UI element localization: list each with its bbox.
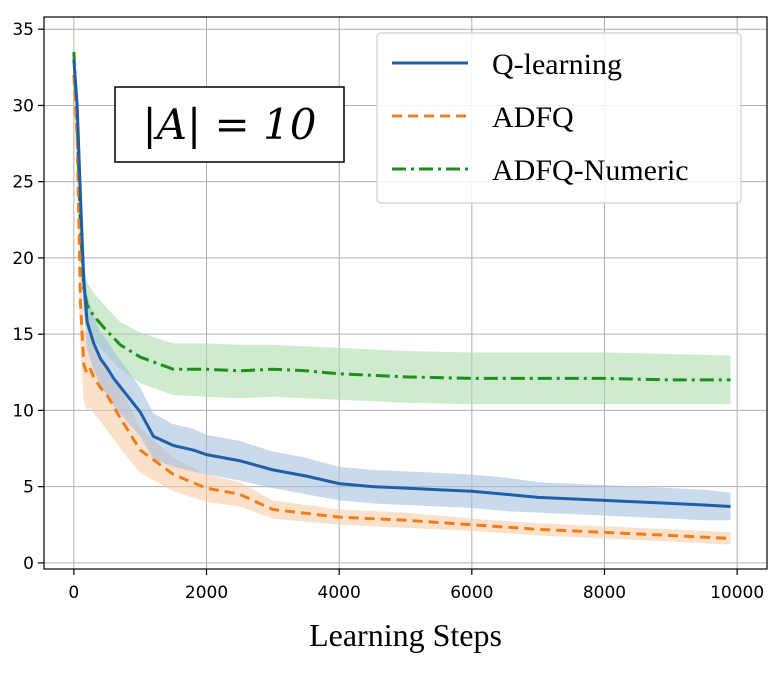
y-tick-label: 20: [12, 249, 34, 269]
x-tick-label: 4000: [318, 583, 361, 603]
y-tick-label: 5: [23, 478, 34, 498]
x-tick-label: 8000: [583, 583, 626, 603]
series-line-q-learning: [72, 59, 731, 508]
x-tick-label: 6000: [450, 583, 493, 603]
x-axis-title: Learning Steps: [309, 617, 502, 653]
band-adfq-numeric: [73, 36, 731, 405]
legend-label-adfq-numeric: ADFQ-Numeric: [492, 154, 689, 187]
x-tick-label: 10000: [710, 583, 764, 603]
legend-label-adfq: ADFQ: [492, 101, 574, 134]
y-tick-label: 0: [23, 554, 34, 574]
x-tick-label: 2000: [185, 583, 228, 603]
y-tick-label: 35: [12, 20, 34, 40]
y-tick-label: 25: [12, 173, 34, 193]
y-tick-label: 30: [12, 96, 34, 116]
annotation-label: |A| = 10: [143, 100, 317, 149]
x-tick-label: 0: [68, 583, 79, 603]
plot-area-border: [43, 16, 768, 570]
series-line-adfq-numeric: [72, 51, 731, 382]
legend: Q-learning ADFQ ADFQ-Numeric: [376, 32, 742, 204]
y-tick-label: 15: [12, 325, 34, 345]
legend-label-q-learning: Q-learning: [492, 48, 622, 81]
series-line-adfq: [72, 74, 731, 540]
axis-ticks: 0 2000 4000 6000 8000 10000 0 5 10 15 20 25 30 35: [12, 20, 764, 603]
legend-frame: [376, 32, 742, 204]
annotation-frame: [114, 86, 345, 163]
annotation-box: |A| = 10: [114, 86, 345, 163]
series-lines: [72, 51, 731, 540]
y-tick-label: 10: [12, 401, 34, 421]
confidence-bands: [73, 36, 731, 545]
